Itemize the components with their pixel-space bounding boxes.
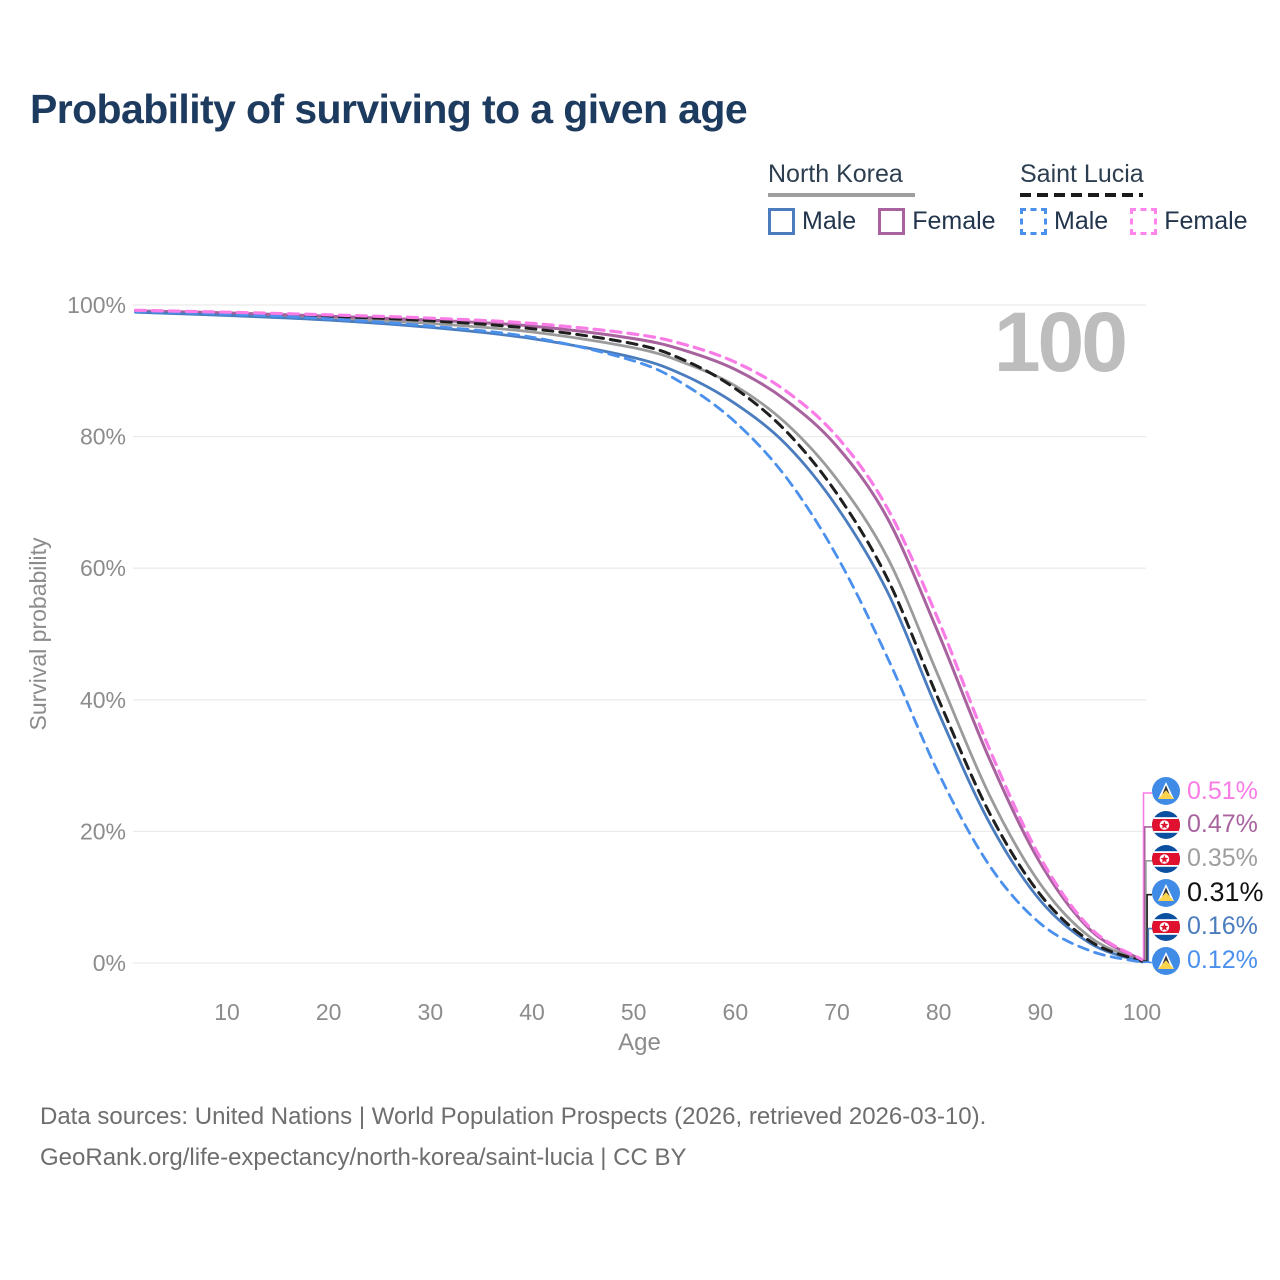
x-axis-title: Age (618, 1029, 661, 1056)
x-tick-label: 40 (519, 999, 545, 1025)
series-swatch-icon (878, 208, 906, 235)
series-curve-saint-lucia-female (133, 308, 1144, 962)
end-value-text: 0.47% (1187, 810, 1258, 839)
y-tick-label: 0% (93, 950, 126, 976)
end-value-north-korea-female: 0.47% (1152, 810, 1258, 839)
legend-group-title: Saint Lucia (1020, 160, 1144, 188)
end-value-text: 0.16% (1187, 912, 1258, 941)
attribution-line: GeoRank.org/life-expectancy/north-korea/… (40, 1144, 687, 1171)
legend-underline-north-korea (768, 193, 915, 197)
series-curve-north-korea-female (134, 309, 1144, 962)
y-tick-label: 20% (80, 818, 126, 844)
saint-lucia-flag-icon (1152, 878, 1180, 907)
x-tick-label: 50 (621, 999, 647, 1025)
page-title: Probability of surviving to a given age (30, 86, 748, 132)
saint-lucia-flag-icon (1152, 946, 1180, 975)
series-swatch-icon (1130, 208, 1158, 235)
legend-group-north-korea: North Korea Male Female (768, 160, 996, 236)
legend-item-label: Male (1054, 207, 1109, 235)
legend-group-saint-lucia: Saint Lucia Male Female (1020, 160, 1248, 236)
hover-age-readout: 100 (993, 295, 1128, 389)
end-value-text: 0.35% (1187, 844, 1258, 873)
y-tick-label: 80% (80, 424, 126, 450)
end-value-text: 0.51% (1187, 776, 1258, 805)
x-tick-label: 100 (1123, 999, 1161, 1025)
series-curve-north-korea-male (134, 310, 1144, 964)
north-korea-flag-icon (1152, 844, 1180, 873)
legend-underline-saint-lucia (1020, 193, 1143, 197)
end-value-north-korea-both-sexes: 0.35% (1152, 844, 1258, 873)
legend-toggle-saint-lucia-female[interactable]: Female (1130, 207, 1248, 236)
legend-group-title: North Korea (768, 160, 903, 188)
x-tick-label: 90 (1028, 999, 1054, 1025)
y-tick-label: 40% (80, 687, 126, 713)
end-value-saint-lucia-female: 0.51% (1152, 777, 1258, 805)
end-value-north-korea-male: 0.16% (1152, 912, 1258, 941)
series-swatch-icon (1020, 208, 1047, 235)
y-axis-title: Survival probability (25, 537, 51, 731)
north-korea-flag-icon (1152, 810, 1180, 839)
end-value-text: 0.12% (1187, 946, 1258, 974)
y-tick-label: 100% (67, 292, 126, 318)
x-tick-label: 10 (214, 999, 240, 1025)
series-curve-saint-lucia-male (134, 310, 1144, 964)
end-value-saint-lucia-both-sexes: 0.31% (1152, 877, 1264, 908)
x-tick-label: 30 (418, 999, 444, 1025)
data-sources-note: Data sources: United Nations | World Pop… (40, 1096, 986, 1178)
north-korea-flag-icon (1152, 912, 1180, 941)
legend-toggle-north-korea-male[interactable]: Male (768, 207, 856, 236)
series-curve-north-korea-both-sexes (134, 310, 1144, 963)
series-curve-saint-lucia-both-sexes (134, 309, 1144, 963)
x-tick-label: 60 (723, 999, 749, 1025)
legend-item-label: Female (912, 207, 996, 235)
x-tick-label: 70 (824, 999, 850, 1025)
data-sources-line: Data sources: United Nations | World Pop… (40, 1103, 987, 1130)
x-tick-label: 20 (316, 999, 342, 1025)
saint-lucia-flag-icon (1152, 777, 1180, 805)
legend-toggle-saint-lucia-male[interactable]: Male (1020, 207, 1108, 236)
legend-toggle-north-korea-female[interactable]: Female (878, 207, 996, 236)
label-connector (1143, 893, 1152, 962)
end-value-saint-lucia-male: 0.12% (1152, 946, 1258, 975)
y-tick-label: 60% (80, 555, 126, 581)
x-tick-label: 80 (926, 999, 952, 1025)
end-value-text: 0.31% (1187, 877, 1264, 908)
legend-item-label: Female (1164, 207, 1248, 235)
legend-item-label: Male (802, 207, 857, 235)
series-swatch-icon (768, 208, 795, 235)
